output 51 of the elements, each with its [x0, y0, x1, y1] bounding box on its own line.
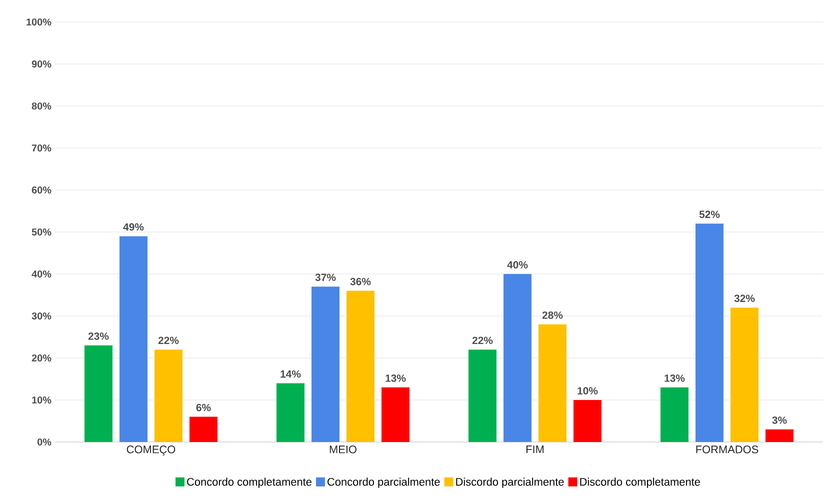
data-label: 49% — [123, 223, 144, 231]
bar — [154, 350, 182, 442]
data-label: 28% — [542, 311, 563, 319]
bar — [538, 324, 567, 442]
y-tick-label: 40% — [32, 270, 52, 278]
data-label: 22% — [472, 336, 493, 344]
data-label: 13% — [664, 374, 685, 382]
data-label: 14% — [280, 370, 301, 378]
bar — [574, 400, 602, 442]
data-label: 3% — [772, 416, 787, 424]
bar — [696, 224, 724, 442]
data-label: 40% — [507, 261, 528, 268]
x-tick-label: FORMADOS — [696, 446, 758, 454]
y-tick-label: 50% — [32, 228, 52, 236]
bar — [382, 387, 410, 442]
y-tick-label: 10% — [32, 396, 52, 404]
y-tick-label: 70% — [32, 144, 52, 152]
y-tick-label: 90% — [32, 60, 52, 68]
y-tick-label: 20% — [32, 354, 52, 362]
y-tick-label: 0% — [37, 438, 52, 446]
y-tick-label: 80% — [32, 102, 52, 110]
x-tick-label: MEIO — [330, 446, 356, 454]
legend-label: Concordo parcialmente — [328, 478, 440, 488]
data-label: 23% — [88, 332, 109, 340]
x-tick-label: FIM — [526, 446, 544, 454]
bar — [766, 429, 794, 442]
bar — [504, 274, 532, 442]
bar — [84, 345, 112, 442]
legend-label: Discordo completamente — [580, 478, 700, 488]
legend-label: Concordo completamente — [187, 478, 312, 488]
bar — [346, 290, 374, 442]
bar — [120, 236, 148, 442]
data-label: 6% — [196, 404, 211, 412]
data-label: 32% — [734, 294, 755, 302]
data-label: 52% — [699, 210, 720, 218]
bar — [730, 308, 759, 442]
data-label: 10% — [578, 387, 598, 394]
y-tick-label: 30% — [32, 312, 52, 320]
data-label: 13% — [386, 374, 406, 382]
y-tick-label: 60% — [32, 186, 52, 194]
legend-label: Discordo parcialmente — [456, 478, 564, 488]
data-label: 37% — [315, 274, 336, 282]
bar — [468, 350, 497, 442]
bar — [660, 387, 689, 442]
data-label: 22% — [158, 336, 179, 344]
bar — [312, 286, 340, 442]
y-tick-label: 100% — [26, 18, 52, 26]
bar — [190, 416, 218, 442]
x-tick-label: COMEÇO — [126, 446, 176, 456]
data-label: 36% — [350, 278, 371, 286]
bar — [276, 383, 304, 442]
